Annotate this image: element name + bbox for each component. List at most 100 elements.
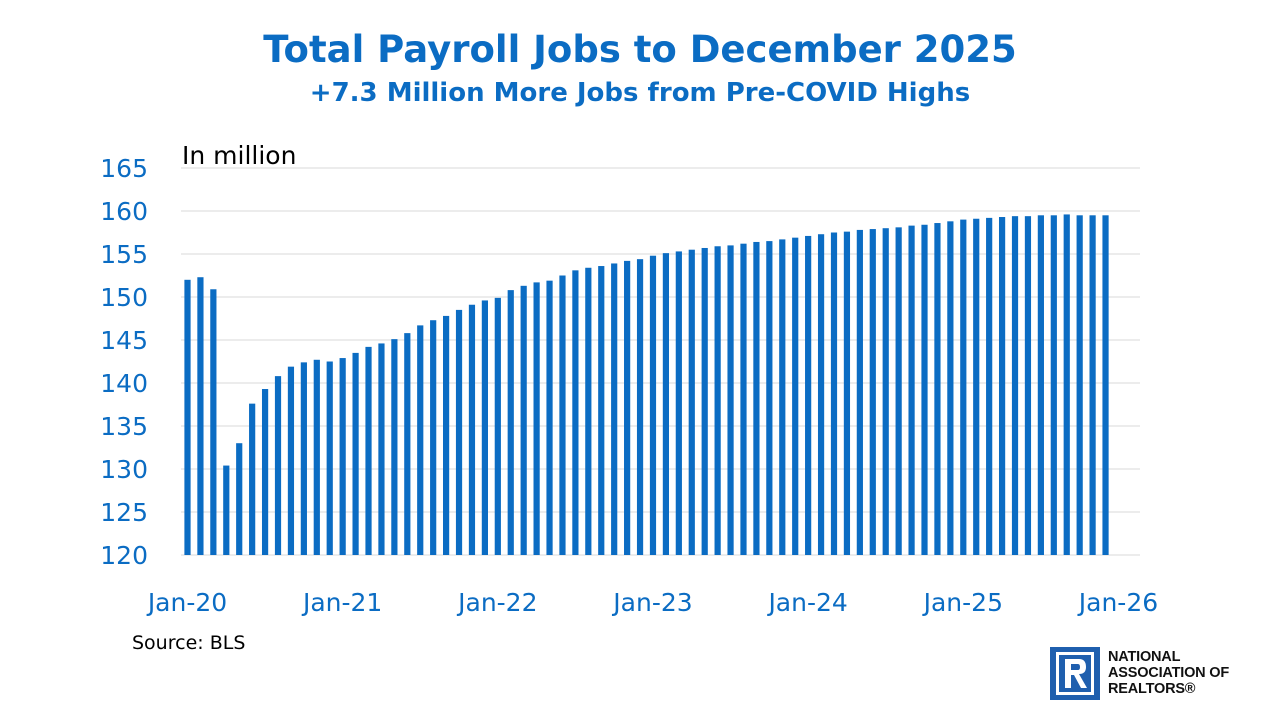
bar-Oct-25 [1076,215,1083,556]
bar-Jan-22 [494,297,501,555]
bar-Apr-25 [998,217,1006,555]
bar-Oct-22 [611,263,618,555]
bar-Nov-21 [468,304,476,555]
y-tick-label: 140 [100,369,148,398]
bar-Aug-23 [740,243,747,555]
bar-Jul-25 [1037,215,1044,556]
x-tick-label: Jan-22 [456,588,537,617]
x-axis-ticks: Jan-20 Jan-21 Jan-22 Jan-23 Jan-24 Jan-25 Jan-… [146,588,1158,617]
bar-Jun-23 [714,246,721,555]
bar-Feb-25 [973,218,980,556]
y-tick-label: 130 [100,455,148,484]
logo-line-2: ASSOCIATION OF [1108,665,1229,681]
x-tick-label: Jan-21 [301,588,382,617]
bar-Dec-21 [481,300,488,555]
nar-logo: NATIONAL ASSOCIATION OF REALTORS® [1050,647,1270,703]
realtor-r-icon [1050,647,1100,700]
bar-Aug-20 [274,376,282,555]
bar-May-21 [391,339,398,555]
bar-Mar-24 [830,232,838,555]
bar-Jul-24 [882,228,889,555]
bar-Sep-20 [287,366,295,555]
bar-Oct-24 [921,224,928,555]
bar-Mar-21 [365,346,372,555]
source-note: Source: BLS [132,632,246,654]
bar-Aug-24 [895,227,902,555]
bar-Nov-23 [779,239,786,555]
gridlines [181,167,1140,556]
x-tick-label: Jan-20 [146,588,227,617]
bar-Apr-20 [223,465,230,555]
bar-Sep-23 [753,241,760,555]
bar-Aug-21 [430,320,437,555]
bar-Jun-21 [404,333,411,555]
bar-May-23 [701,247,708,556]
bar-Dec-25 [1102,215,1109,556]
bar-Dec-23 [792,237,799,555]
bar-Jul-20 [261,389,269,555]
bar-Oct-20 [300,362,307,555]
bar-Feb-24 [817,234,825,555]
bar-Jan-23 [649,255,657,555]
y-tick-label: 165 [100,154,148,183]
logo-text: NATIONAL ASSOCIATION OF REALTORS® [1108,649,1229,697]
bar-Mar-20 [210,289,217,555]
y-tick-label: 150 [100,283,148,312]
y-tick-label: 120 [100,541,148,570]
y-axis-ticks: 120 125 130 135 140 145 150 155 160 165 [100,154,148,570]
y-tick-label: 125 [100,498,148,527]
bar-May-25 [1011,216,1019,555]
bar-Jul-21 [417,325,424,555]
bar-Jan-25 [960,219,967,555]
bar-Apr-24 [843,231,851,555]
chart-title: Total Payroll Jobs to December 2025 [263,28,1017,71]
bar-Sep-25 [1063,214,1070,555]
chart-subtitle: +7.3 Million More Jobs from Pre-COVID Hi… [309,78,971,108]
bar-Nov-24 [934,223,941,556]
logo-line-3: REALTORS® [1108,681,1196,697]
x-tick-label: Jan-25 [922,588,1003,617]
bar-Jun-20 [249,403,256,555]
logo-line-1: NATIONAL [1108,649,1181,665]
bar-Dec-20 [326,361,333,555]
bar-Feb-20 [197,277,204,555]
x-tick-label: Jan-26 [1077,588,1158,617]
bar-Oct-23 [766,241,773,555]
bar-Jun-24 [869,229,876,555]
bar-Mar-22 [520,285,527,555]
bar-Mar-23 [675,251,682,556]
bar-Mar-25 [986,217,993,555]
bar-Sep-22 [598,266,605,555]
bar-Sep-24 [908,225,915,555]
y-tick-label: 155 [100,240,148,269]
bar-May-20 [236,443,243,555]
bar-Dec-24 [947,221,954,555]
bar-Nov-20 [313,359,320,555]
bar-Aug-22 [585,267,592,555]
bar-Apr-23 [688,249,695,555]
bar-Jun-25 [1024,216,1032,555]
y-tick-label: 145 [100,326,148,355]
bar-Jul-23 [727,245,734,555]
bar-Feb-23 [662,253,670,555]
bar-Oct-21 [455,309,463,555]
bar-Jul-22 [572,270,579,555]
bar-Feb-22 [507,290,514,555]
bar-Jan-24 [805,235,812,555]
bar-Nov-25 [1089,215,1096,556]
bar-May-24 [856,229,863,556]
bar-Jan-20 [184,279,191,555]
bars [184,214,1109,556]
x-tick-label: Jan-24 [766,588,847,617]
bar-Aug-25 [1050,215,1057,556]
bar-Jan-21 [339,358,346,555]
bar-May-22 [546,280,553,555]
bar-Feb-21 [352,352,359,555]
bar-Nov-22 [624,260,631,555]
bar-Dec-22 [636,259,644,555]
bar-Sep-21 [443,315,450,555]
bar-Apr-21 [378,343,385,555]
bar-Jun-22 [559,275,566,555]
bar-Apr-22 [533,282,540,555]
